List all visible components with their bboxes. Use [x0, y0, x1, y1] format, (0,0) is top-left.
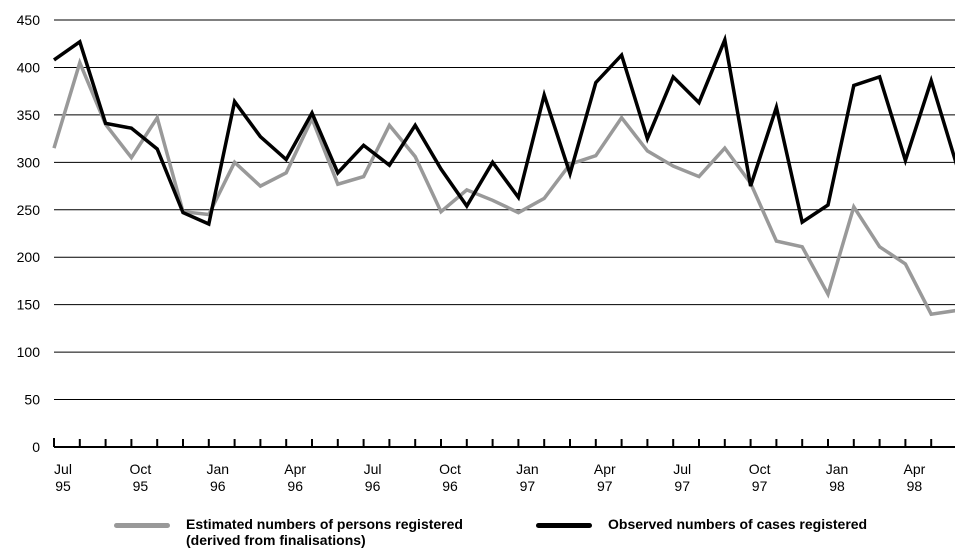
- y-tick-label-450: 450: [17, 12, 41, 28]
- x-tick-label-month: Jul: [364, 461, 382, 477]
- x-tick-label-month: Jul: [54, 461, 72, 477]
- x-tick-label-month: Jul: [673, 461, 691, 477]
- x-tick-label-month: Jan: [516, 461, 539, 477]
- x-tick-label-year: 97: [520, 478, 536, 494]
- legend-item-estimated: Estimated numbers of persons registered …: [114, 516, 534, 554]
- x-tick-label-month: Jan: [207, 461, 230, 477]
- x-tick-label-month: Oct: [749, 461, 771, 477]
- x-tick-label-year: 96: [210, 478, 226, 494]
- gridlines: [54, 19, 955, 401]
- y-tick-label-350: 350: [17, 107, 41, 123]
- y-tick-label-100: 100: [17, 344, 41, 360]
- x-tick-label-year: 97: [597, 478, 613, 494]
- y-tick-label-400: 400: [17, 59, 41, 75]
- x-axis-tick-labels: Jul95Oct95Jan96Apr96Jul96Oct96Jan97Apr97…: [54, 461, 926, 494]
- x-tick-label-year: 95: [133, 478, 149, 494]
- legend-label-estimated-line2: (derived from finalisations): [186, 532, 366, 548]
- x-tick-label-year: 97: [674, 478, 690, 494]
- legend-label-estimated: Estimated numbers of persons registered …: [186, 516, 463, 548]
- y-tick-label-0: 0: [32, 439, 40, 455]
- x-tick-label-year: 97: [752, 478, 768, 494]
- legend-swatch-observed: [536, 523, 592, 528]
- y-tick-label-200: 200: [17, 249, 41, 265]
- y-tick-label-150: 150: [17, 297, 41, 313]
- x-tick-label-year: 96: [442, 478, 458, 494]
- x-tick-label-month: Oct: [439, 461, 461, 477]
- y-axis-tick-labels: 0 50 100 150 200 250 300 350 400 450: [17, 12, 41, 455]
- legend-label-observed: Observed numbers of cases registered: [608, 516, 867, 532]
- y-tick-label-50: 50: [24, 392, 40, 408]
- series-lines: [52, 33, 955, 317]
- x-tick-label-year: 98: [829, 478, 845, 494]
- legend-swatch-estimated: [114, 523, 170, 528]
- x-tick-label-month: Oct: [130, 461, 152, 477]
- x-tick-label-month: Jan: [826, 461, 849, 477]
- legend-label-observed-line1: Observed numbers of cases registered: [608, 516, 868, 532]
- legend-label-estimated-line1: Estimated numbers of persons registered: [186, 516, 463, 532]
- y-tick-label-250: 250: [17, 202, 41, 218]
- x-tick-label-month: Apr: [284, 461, 306, 477]
- x-tick-label-year: 96: [287, 478, 303, 494]
- series-line-estimated: [52, 57, 955, 317]
- x-axis: [53, 438, 955, 448]
- x-tick-label-month: Apr: [594, 461, 616, 477]
- legend-item-observed: Observed numbers of cases registered: [536, 516, 936, 554]
- x-tick-label-year: 96: [365, 478, 381, 494]
- series-line-observed: [52, 33, 955, 227]
- x-tick-label-year: 95: [55, 478, 71, 494]
- x-tick-label-month: Apr: [904, 461, 926, 477]
- y-tick-label-300: 300: [17, 154, 41, 170]
- x-tick-label-year: 98: [907, 478, 923, 494]
